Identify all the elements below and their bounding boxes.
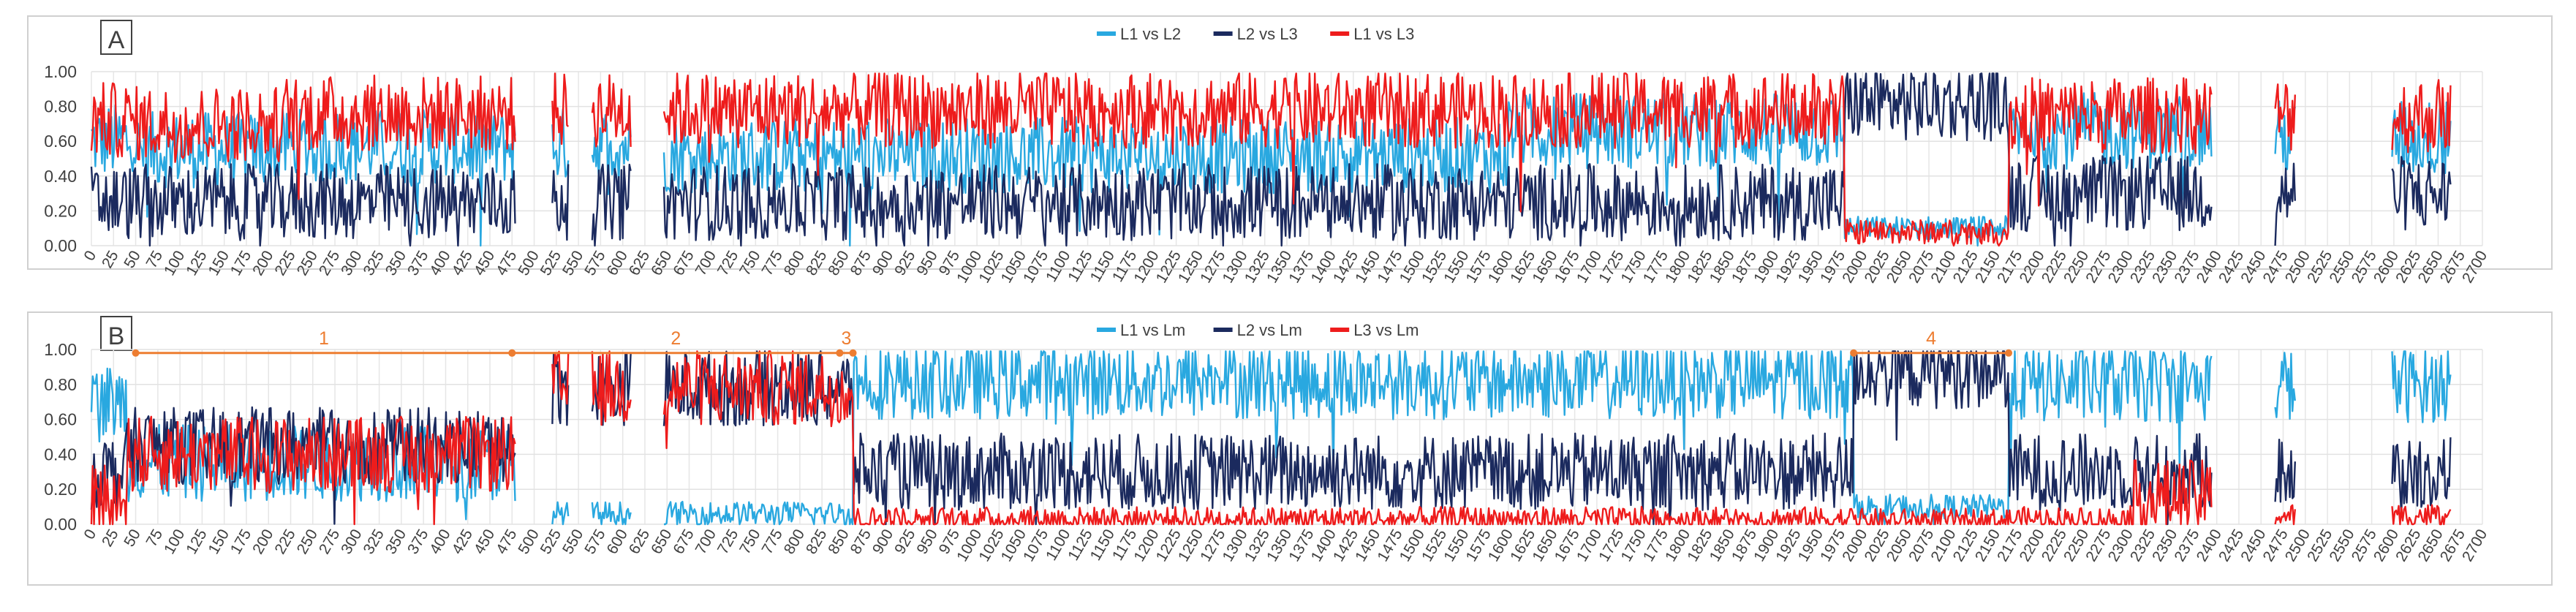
region-label: 1 <box>319 328 329 349</box>
series-line <box>90 350 2452 526</box>
y-tick-label: 1.00 <box>44 62 77 81</box>
legend-label: L2 vs Lm <box>1237 321 1302 339</box>
y-tick-label: 1.00 <box>44 340 77 359</box>
region-label: 4 <box>1926 328 1936 349</box>
region-bracket-end <box>2005 349 2013 357</box>
legend-label: L3 vs Lm <box>1353 321 1419 339</box>
panel-b: B0.000.200.400.600.801.00025507510012515… <box>27 311 2553 586</box>
y-tick-label: 0.00 <box>44 515 77 534</box>
legend-label: L1 vs Lm <box>1120 321 1185 339</box>
panel-label: B <box>108 322 125 350</box>
series-line <box>90 72 2452 247</box>
series-line <box>90 350 2452 526</box>
y-tick-label: 0.60 <box>44 410 77 429</box>
region-bracket-end <box>836 349 844 357</box>
region-bracket-end <box>508 349 516 357</box>
panel-label: A <box>108 26 125 54</box>
region-label: 3 <box>842 328 852 349</box>
y-tick-label: 0.80 <box>44 375 77 394</box>
y-tick-label: 0.40 <box>44 445 77 464</box>
panel-label-box <box>100 20 132 55</box>
y-tick-label: 0.60 <box>44 132 77 151</box>
series-line <box>90 350 2452 526</box>
region-bracket-end <box>1850 349 1858 357</box>
region-bracket-end <box>849 349 857 357</box>
y-tick-label: 0.00 <box>44 236 77 255</box>
legend-label: L1 vs L2 <box>1120 25 1181 43</box>
y-tick-label: 0.80 <box>44 97 77 116</box>
legend-label: L2 vs L3 <box>1237 25 1298 43</box>
panel-label-box <box>100 316 132 351</box>
series-line <box>90 72 2452 247</box>
region-label: 2 <box>671 328 681 349</box>
y-tick-label: 0.40 <box>44 167 77 186</box>
legend-label: L1 vs L3 <box>1353 25 1414 43</box>
region-bracket-end <box>132 349 140 357</box>
y-tick-label: 0.20 <box>44 480 77 499</box>
panel-a: A0.000.200.400.600.801.00025507510012515… <box>27 15 2553 286</box>
y-tick-label: 0.20 <box>44 201 77 220</box>
